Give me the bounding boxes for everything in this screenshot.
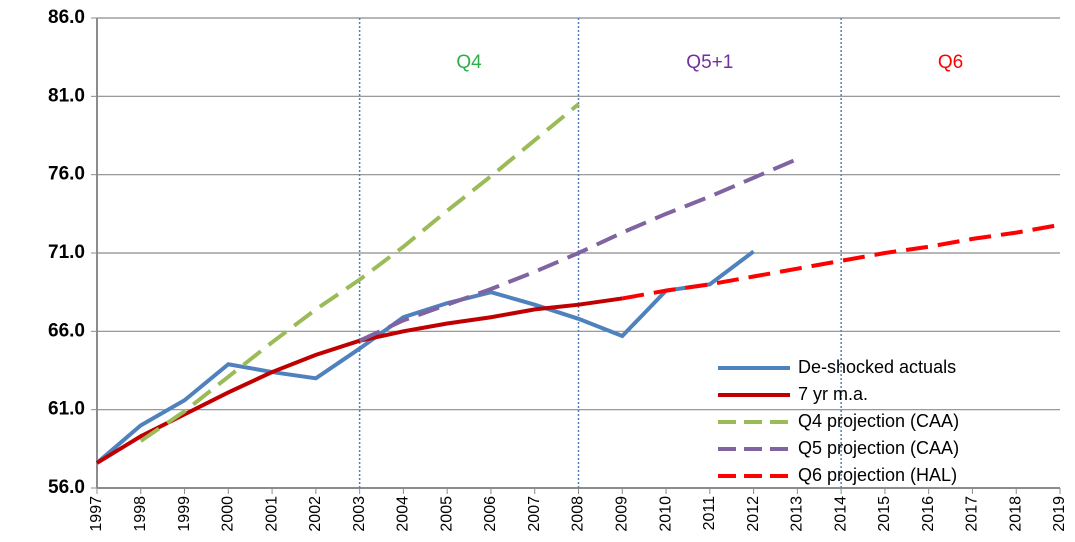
x-tick-label: 2016 <box>920 496 937 532</box>
legend-label: Q4 projection (CAA) <box>798 411 959 431</box>
x-tick-label: 2019 <box>1051 496 1068 532</box>
y-tick-label: 76.0 <box>48 164 85 185</box>
y-tick-label: 66.0 <box>48 320 85 341</box>
x-tick-label: 2002 <box>307 496 324 532</box>
x-tick-label: 2004 <box>395 496 412 532</box>
annotation: Q4 <box>456 52 482 73</box>
x-tick-label: 2010 <box>657 496 674 532</box>
y-tick-label: 61.0 <box>48 399 85 420</box>
x-tick-label: 2012 <box>745 496 762 532</box>
x-tick-label: 2005 <box>438 496 455 532</box>
x-tick-label: 2009 <box>613 496 630 532</box>
x-tick-label: 2000 <box>220 496 237 532</box>
x-tick-label: 2011 <box>701 496 718 531</box>
series-line <box>621 222 1061 301</box>
y-tick-label: 71.0 <box>48 242 85 263</box>
x-tick-label: 1998 <box>132 496 149 532</box>
y-tick-label: 86.0 <box>48 7 85 28</box>
series-line <box>358 157 799 343</box>
x-tick-label: 1997 <box>88 496 105 532</box>
x-tick-label: 2001 <box>263 496 280 532</box>
series-line <box>95 296 623 465</box>
series-line <box>95 249 755 465</box>
legend-label: Q5 projection (CAA) <box>798 438 959 458</box>
annotation: Q6 <box>938 52 963 73</box>
legend-label: 7 yr m.a. <box>798 384 868 404</box>
x-tick-label: 2017 <box>964 496 981 532</box>
legend-label: De-shocked actuals <box>798 357 956 377</box>
series-line <box>139 102 580 443</box>
y-tick-label: 56.0 <box>48 477 85 498</box>
x-tick-label: 2013 <box>789 496 806 532</box>
x-tick-label: 2007 <box>526 496 543 532</box>
x-tick-label: 2014 <box>832 496 849 532</box>
x-tick-label: 2008 <box>570 496 587 532</box>
x-tick-label: 2018 <box>1007 496 1024 532</box>
legend-label: Q6 projection (HAL) <box>798 465 957 485</box>
annotation: Q5+1 <box>686 52 733 73</box>
x-tick-label: 2006 <box>482 496 499 532</box>
x-tick-label: 1999 <box>176 496 193 532</box>
x-tick-label: 2003 <box>351 496 368 532</box>
x-tick-label: 2015 <box>876 496 893 532</box>
y-tick-label: 81.0 <box>48 85 85 106</box>
